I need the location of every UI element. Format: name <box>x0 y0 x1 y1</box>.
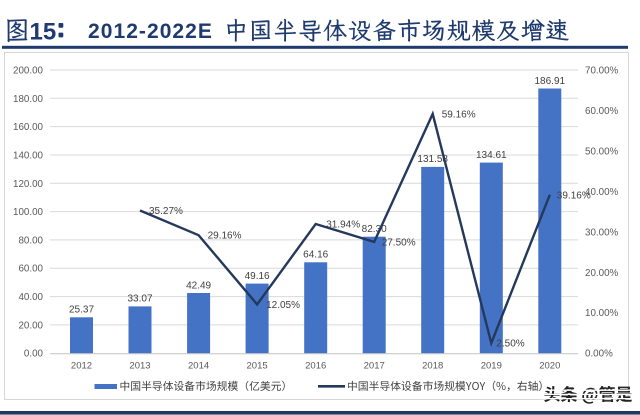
svg-text:134.61: 134.61 <box>476 150 507 161</box>
svg-text:82.30: 82.30 <box>362 224 387 235</box>
svg-text:59.16%: 59.16% <box>442 109 476 120</box>
svg-text:2018: 2018 <box>422 360 443 371</box>
svg-text:33.07: 33.07 <box>127 294 152 305</box>
svg-text:42.49: 42.49 <box>186 280 211 291</box>
svg-text:2.50%: 2.50% <box>496 339 524 350</box>
svg-text:30.00%: 30.00% <box>585 227 619 238</box>
svg-text:200.00: 200.00 <box>13 66 44 77</box>
svg-text:70.00%: 70.00% <box>585 66 619 77</box>
svg-text:10.00%: 10.00% <box>585 308 619 319</box>
svg-text:27.50%: 27.50% <box>382 237 416 248</box>
svg-text:2015: 2015 <box>247 360 268 371</box>
svg-text:15: 15 <box>30 19 57 46</box>
svg-text:49.16: 49.16 <box>245 271 270 282</box>
svg-text:60.00%: 60.00% <box>585 106 619 117</box>
svg-text:186.91: 186.91 <box>535 76 566 87</box>
svg-text:40.00%: 40.00% <box>585 187 619 198</box>
svg-text:2019: 2019 <box>481 360 502 371</box>
svg-text:31.94%: 31.94% <box>326 220 360 231</box>
svg-text:60.00: 60.00 <box>18 264 43 275</box>
svg-text:100.00: 100.00 <box>13 207 44 218</box>
svg-text:0.00%: 0.00% <box>585 349 613 360</box>
svg-text:0.00: 0.00 <box>24 349 44 360</box>
svg-text:40.00: 40.00 <box>18 292 43 303</box>
svg-text:2020: 2020 <box>539 360 560 371</box>
svg-text:20.00%: 20.00% <box>585 268 619 279</box>
svg-text:2012-2022E: 2012-2022E <box>88 20 213 43</box>
svg-text:20.00: 20.00 <box>18 320 43 331</box>
svg-text:12.05%: 12.05% <box>266 300 300 311</box>
svg-text:131.58: 131.58 <box>417 154 448 165</box>
svg-text:29.16%: 29.16% <box>208 231 242 242</box>
svg-text:25.37: 25.37 <box>69 305 94 316</box>
svg-text:180.00: 180.00 <box>13 94 44 105</box>
svg-text:50.00%: 50.00% <box>585 146 619 157</box>
svg-text:2017: 2017 <box>364 360 385 371</box>
svg-text:2013: 2013 <box>129 360 150 371</box>
svg-text:160.00: 160.00 <box>13 122 44 133</box>
svg-text:64.16: 64.16 <box>303 250 328 261</box>
svg-text:39.16%: 39.16% <box>557 190 591 201</box>
svg-text:2014: 2014 <box>188 360 209 371</box>
svg-text:120.00: 120.00 <box>13 179 44 190</box>
svg-text:80.00: 80.00 <box>18 235 43 246</box>
svg-text:35.27%: 35.27% <box>149 206 183 217</box>
svg-text:2012: 2012 <box>71 360 92 371</box>
svg-text:2016: 2016 <box>305 360 326 371</box>
svg-text:140.00: 140.00 <box>13 151 44 162</box>
